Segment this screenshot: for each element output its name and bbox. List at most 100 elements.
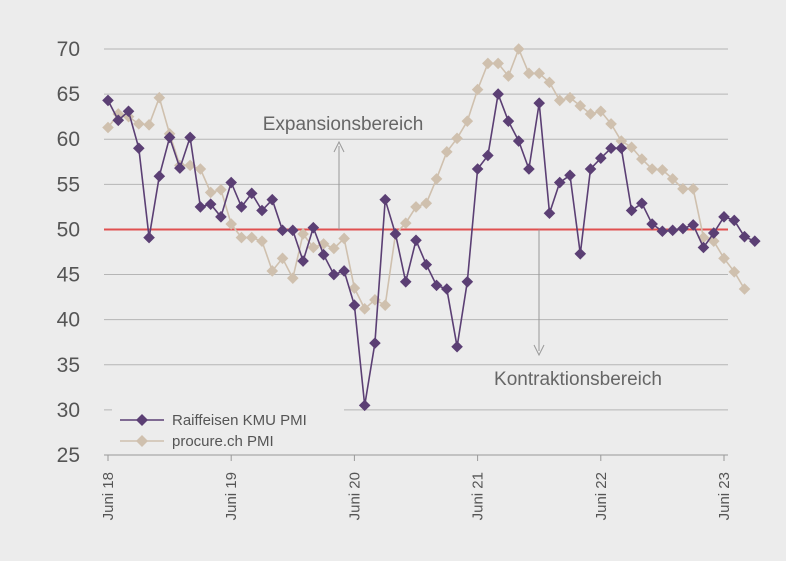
data-point (317, 248, 330, 261)
data-point (235, 201, 248, 213)
data-point (574, 100, 587, 112)
data-point (287, 224, 299, 237)
data-point (379, 299, 391, 312)
data-point (194, 201, 207, 213)
data-point (543, 207, 556, 220)
data-point (738, 230, 751, 243)
data-point (451, 132, 463, 145)
data-point (358, 303, 371, 315)
data-point (204, 186, 217, 199)
data-point (307, 241, 320, 254)
data-point (369, 337, 381, 349)
x-axis: Juni 18 Juni 19 Juni 20 Juni 21 Juni 22 Juni … (100, 454, 733, 520)
data-point (646, 163, 658, 175)
data-point (553, 94, 566, 107)
legend-label: Raiffeisen KMU PMI (172, 412, 307, 429)
data-point (215, 211, 227, 223)
data-point (584, 108, 597, 120)
series-group (102, 43, 761, 412)
data-point (297, 228, 309, 240)
data-point (410, 234, 422, 247)
data-point (738, 283, 751, 295)
data-point (605, 142, 617, 155)
data-point (574, 248, 587, 260)
data-point (102, 121, 114, 134)
contraction-arrow-head (533, 344, 545, 357)
data-point (430, 279, 443, 292)
y-tick-label: 50 (57, 218, 80, 241)
data-point (225, 218, 237, 230)
data-point (749, 235, 761, 247)
data-point (245, 231, 258, 244)
data-point (656, 164, 669, 176)
contraction-label: Kontraktionsbereich (494, 369, 662, 390)
data-point (389, 228, 402, 240)
data-point (502, 115, 515, 127)
data-point (266, 265, 279, 277)
data-point (194, 163, 207, 175)
expansion-arrow-head (333, 140, 345, 153)
y-tick-label: 40 (57, 309, 80, 332)
legend-label: procure.ch PMI (172, 433, 274, 450)
data-point (492, 88, 504, 100)
data-point (358, 399, 371, 412)
data-point (338, 232, 350, 245)
data-point (143, 118, 155, 131)
data-point (112, 114, 125, 127)
series-line (107, 91, 756, 406)
data-point (348, 282, 361, 294)
y-tick-label: 55 (57, 173, 80, 196)
data-point (163, 131, 176, 144)
legend-item: Raiffeisen KMU PMI (120, 412, 307, 429)
data-point (656, 225, 669, 238)
y-tick-label: 65 (57, 83, 80, 106)
data-point (595, 105, 607, 118)
data-point (687, 219, 699, 231)
data-point (430, 173, 443, 185)
data-point (276, 224, 289, 237)
data-point (543, 76, 556, 89)
data-point (410, 201, 422, 213)
data-point (482, 149, 494, 162)
legend-marker (136, 435, 148, 447)
data-point (184, 131, 196, 144)
data-point (533, 97, 545, 109)
data-point (451, 340, 463, 353)
y-tick-label: 25 (57, 444, 80, 467)
data-point (718, 252, 730, 265)
data-point (102, 94, 114, 107)
data-point (256, 235, 268, 247)
data-point (133, 142, 145, 155)
legend: Raiffeisen KMU PMI procure.ch PMI (112, 404, 344, 452)
data-point (235, 231, 248, 244)
data-point (317, 238, 330, 250)
data-point (718, 211, 730, 223)
data-point (523, 67, 535, 80)
data-point (615, 135, 628, 147)
expansion-label: Expansionsbereich (263, 114, 424, 135)
data-point (666, 224, 679, 237)
x-tick-label: Juni 23 (716, 472, 733, 520)
y-tick-label: 30 (57, 399, 80, 422)
data-point (153, 91, 166, 104)
x-tick-label: Juni 22 (593, 472, 610, 520)
data-point (564, 91, 576, 104)
data-point (369, 294, 381, 306)
data-point (215, 183, 227, 196)
data-point (595, 152, 607, 164)
data-point (441, 146, 453, 158)
x-tick-label: Juni 19 (223, 472, 240, 520)
data-point (328, 268, 340, 281)
data-point (502, 70, 515, 82)
data-point (399, 217, 412, 229)
y-tick-label: 45 (57, 264, 80, 287)
x-tick-label: Juni 21 (470, 472, 487, 520)
x-tick-label: Juni 18 (100, 472, 117, 520)
y-tick-label: 70 (57, 38, 80, 61)
data-point (523, 163, 535, 175)
data-point (728, 266, 741, 278)
series-raiffeisen (102, 88, 761, 412)
data-point (328, 242, 340, 255)
data-point (636, 153, 648, 165)
data-point (605, 118, 617, 130)
